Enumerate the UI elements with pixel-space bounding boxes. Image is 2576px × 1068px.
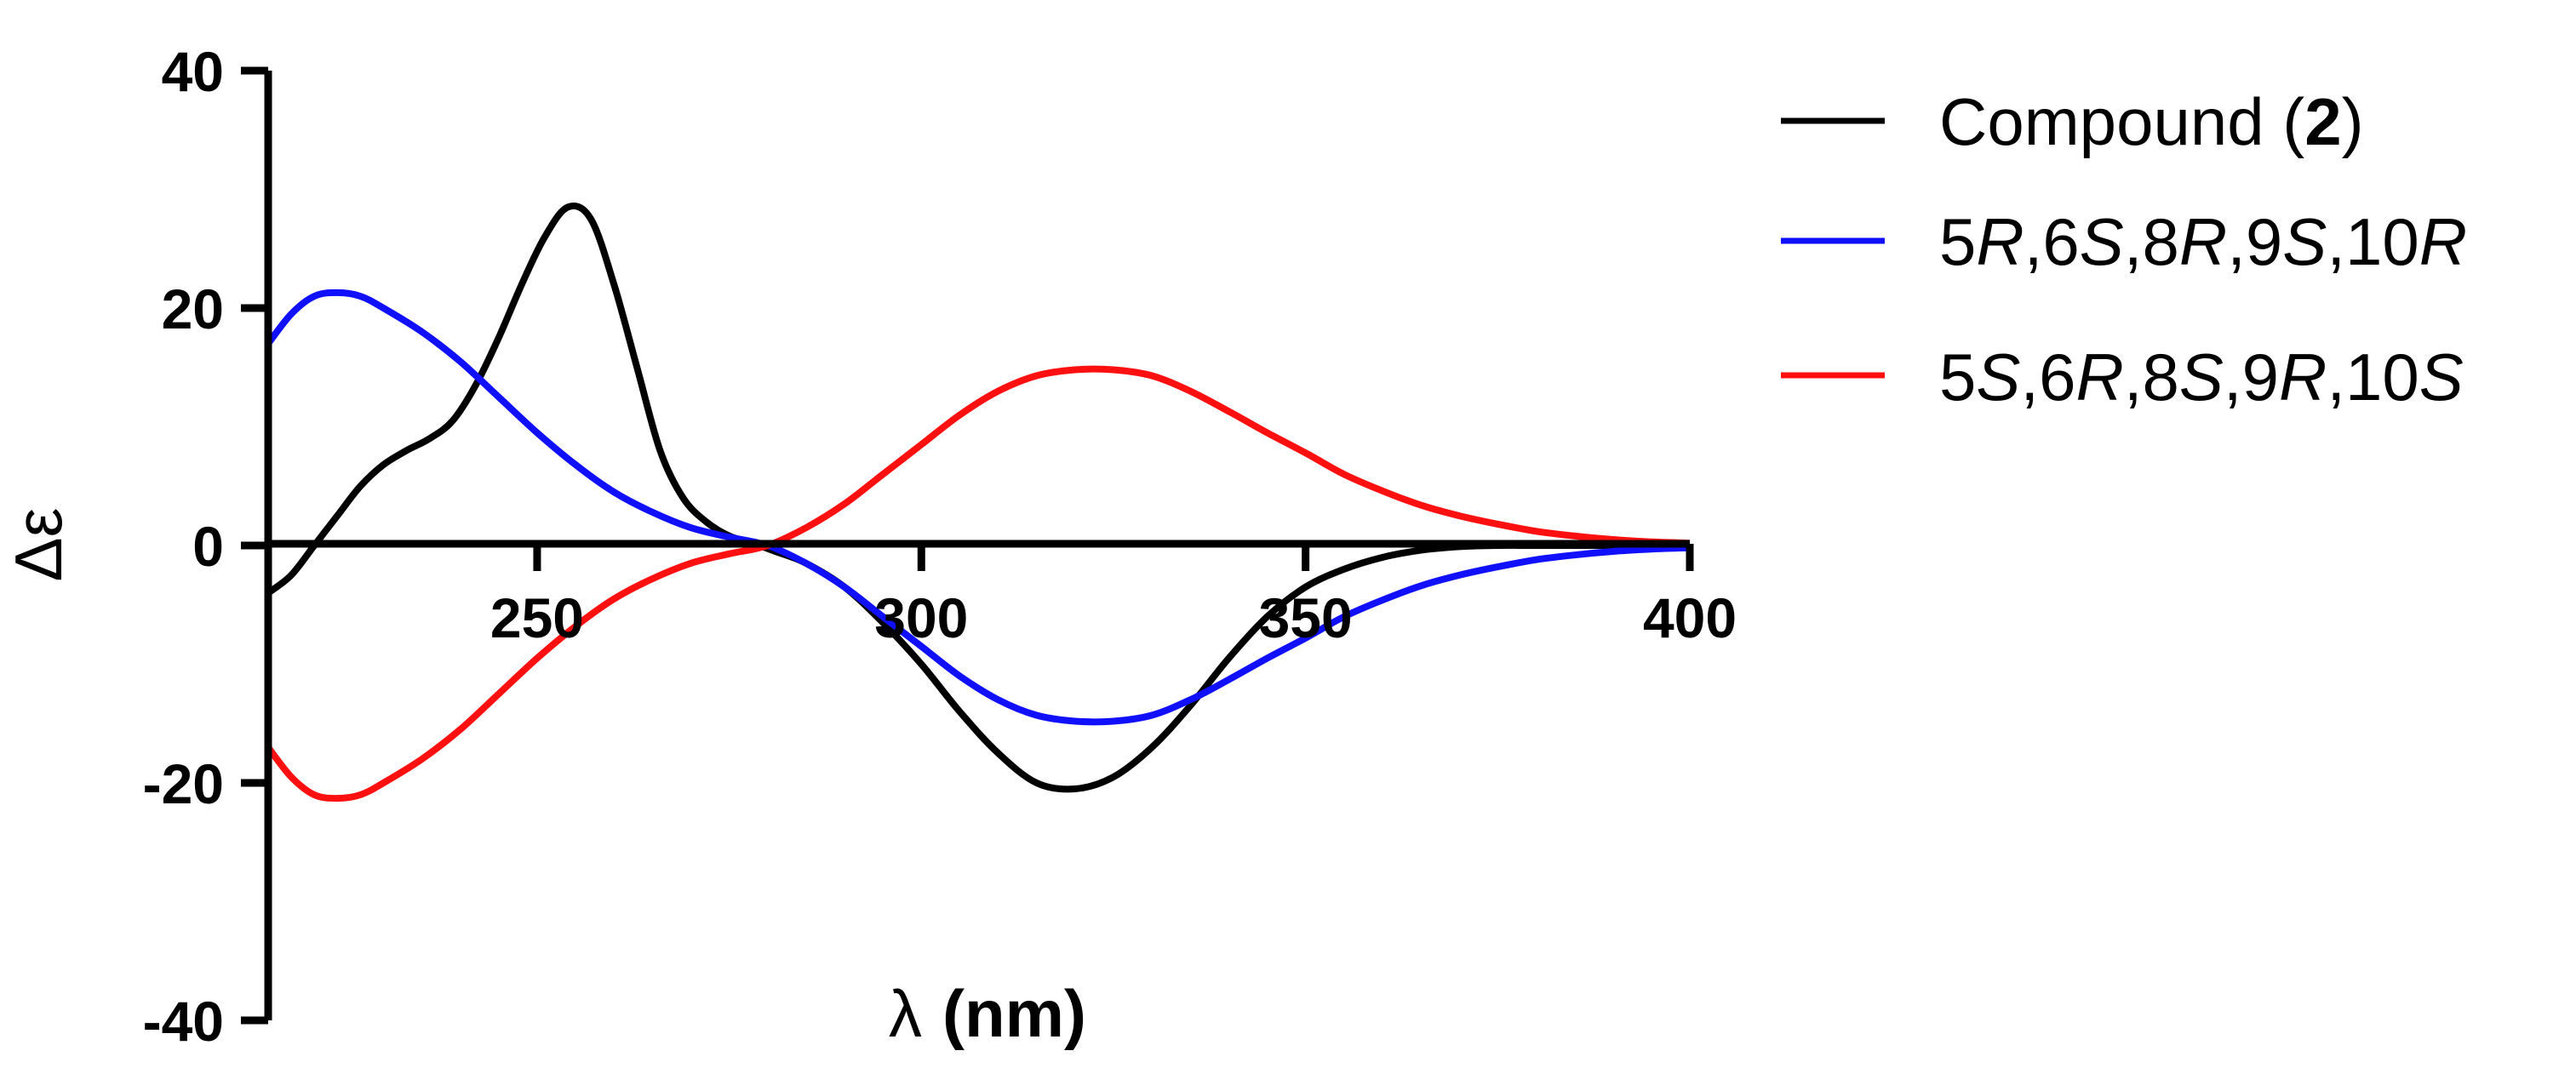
legend-label-part: ,8	[2124, 340, 2179, 414]
axes: 40 20 0 -20 -40 250 300 350 400	[143, 40, 1737, 1053]
legend-label-part: ,10	[2327, 340, 2419, 414]
series-line-5r-6s-8r-9s-10r	[265, 288, 1691, 726]
legend-label-part: ,10	[2327, 204, 2419, 279]
legend-label-part: ,9	[2224, 340, 2279, 414]
legend-label-part: S	[1976, 340, 2020, 414]
legend-compound-suffix: )	[2342, 84, 2364, 159]
legend-label-part: R	[2279, 340, 2327, 414]
series-line-compound-2	[266, 203, 1690, 793]
legend-label-part: ,8	[2124, 204, 2179, 279]
x-axis-symbol: λ	[889, 976, 922, 1051]
legend-label-5r-6s-8r-9s-10r: 5R,6S,8R,9S,10R	[1939, 204, 2467, 279]
y-axis-title: Δε	[1, 508, 76, 582]
legend-label-part: R	[2075, 340, 2123, 414]
legend-label-part: R	[1976, 204, 2024, 279]
y-tick-label--20: -20	[143, 752, 224, 815]
legend-label-compound-2: Compound (2)	[1939, 84, 2364, 159]
y-tick-label-20: 20	[162, 277, 224, 340]
legend-label-5s-6r-8s-9r-10s: 5S,6R,8S,9R,10S	[1939, 340, 2464, 414]
x-tick-label-300: 300	[874, 586, 968, 649]
legend-label-part: R	[2419, 204, 2467, 279]
plot-lines	[265, 203, 1691, 802]
x-tick-label-350: 350	[1259, 586, 1353, 649]
legend-label-part: S	[2080, 204, 2124, 279]
series-line-5s-6r-8s-9r-10s	[265, 365, 1691, 802]
legend-label-part: S	[2419, 340, 2464, 414]
legend: Compound (2) 5R,6S,8R,9S,10R 5S,6R,8S,9R…	[1781, 84, 2467, 414]
y-tick-label-0: 0	[192, 515, 224, 578]
legend-compound-number: 2	[2304, 84, 2341, 159]
legend-label-part: S	[2282, 204, 2327, 279]
y-tick-label-40: 40	[162, 40, 224, 103]
x-axis-title: λ (nm)	[889, 976, 1086, 1051]
x-tick-label-400: 400	[1643, 586, 1737, 649]
legend-label-part: 5	[1939, 204, 1976, 279]
legend-compound-prefix: Compound (	[1939, 84, 2304, 159]
x-axis-unit: (nm)	[942, 976, 1086, 1051]
legend-label-part: ,6	[2024, 204, 2080, 279]
legend-label-part: R	[2179, 204, 2227, 279]
legend-label-part: 5	[1939, 340, 1976, 414]
x-tick-label-250: 250	[490, 586, 584, 649]
y-tick-label--40: -40	[143, 990, 224, 1053]
legend-label-part: ,6	[2020, 340, 2075, 414]
legend-label-part: S	[2179, 340, 2224, 414]
legend-label-part: ,9	[2227, 204, 2282, 279]
